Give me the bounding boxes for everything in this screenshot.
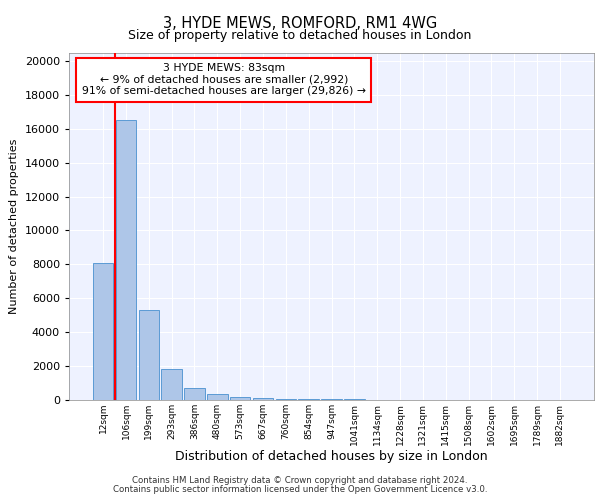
Text: 3, HYDE MEWS, ROMFORD, RM1 4WG: 3, HYDE MEWS, ROMFORD, RM1 4WG bbox=[163, 16, 437, 31]
Bar bbox=[321, 399, 342, 400]
Text: Size of property relative to detached houses in London: Size of property relative to detached ho… bbox=[128, 29, 472, 42]
Bar bbox=[93, 262, 113, 400]
Y-axis label: Number of detached properties: Number of detached properties bbox=[9, 138, 19, 314]
Bar bbox=[207, 394, 227, 400]
Text: Contains HM Land Registry data © Crown copyright and database right 2024.: Contains HM Land Registry data © Crown c… bbox=[132, 476, 468, 485]
Bar bbox=[139, 310, 159, 400]
Text: 3 HYDE MEWS: 83sqm
← 9% of detached houses are smaller (2,992)
91% of semi-detac: 3 HYDE MEWS: 83sqm ← 9% of detached hous… bbox=[82, 63, 366, 96]
Text: Contains public sector information licensed under the Open Government Licence v3: Contains public sector information licen… bbox=[113, 485, 487, 494]
Bar bbox=[116, 120, 136, 400]
Bar bbox=[161, 370, 182, 400]
Bar bbox=[253, 398, 273, 400]
Bar bbox=[275, 398, 296, 400]
Bar bbox=[184, 388, 205, 400]
Bar bbox=[230, 396, 250, 400]
Bar bbox=[298, 399, 319, 400]
X-axis label: Distribution of detached houses by size in London: Distribution of detached houses by size … bbox=[175, 450, 488, 464]
